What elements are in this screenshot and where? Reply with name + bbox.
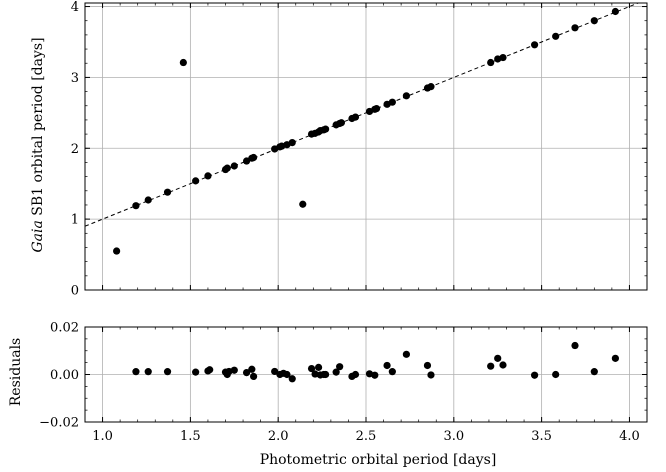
main-grid — [85, 3, 647, 291]
residuals-data-point — [427, 371, 435, 379]
main-y-axis-label-rest: SB1 orbital period [days] — [30, 37, 46, 220]
residuals-data-point — [271, 367, 279, 376]
main-data-point — [402, 92, 410, 100]
main-data-point — [531, 41, 539, 49]
main-data-point — [230, 162, 238, 170]
main-data-point — [242, 157, 251, 165]
main-data-points — [113, 7, 619, 255]
residuals-data-point — [144, 368, 152, 376]
main-data-point — [204, 172, 212, 180]
x-tick-label: 1.5 — [180, 429, 201, 444]
main-data-point — [427, 83, 435, 91]
main-data-point — [250, 153, 258, 162]
residuals-data-points — [132, 341, 619, 383]
residuals-data-point — [611, 354, 619, 362]
x-tick-label: 1.0 — [92, 429, 113, 444]
residuals-data-point — [388, 368, 396, 376]
residuals-y-tick-label: 0.00 — [50, 368, 79, 383]
residuals-data-point — [192, 368, 200, 376]
residuals-data-point — [250, 372, 258, 380]
residuals-data-point — [571, 341, 579, 350]
main-data-point — [337, 119, 346, 127]
x-tick-label: 3.5 — [531, 429, 552, 444]
x-axis-label: Photometric orbital period [days] — [260, 452, 497, 468]
residuals-data-point — [242, 369, 251, 377]
residuals-data-point — [383, 361, 391, 370]
residuals-data-point — [499, 361, 507, 369]
residuals-data-point — [590, 368, 598, 376]
residuals-data-point — [336, 363, 344, 371]
residuals-data-point — [314, 363, 323, 371]
main-data-point — [322, 125, 330, 133]
residuals-data-point — [132, 368, 140, 376]
main-y-tick-label: 4 — [71, 0, 79, 15]
residuals-data-point — [487, 362, 495, 370]
residuals-data-point — [163, 368, 172, 376]
main-data-point — [288, 139, 296, 147]
main-y-tick-label: 0 — [71, 284, 79, 299]
main-data-point — [163, 188, 172, 196]
main-data-point — [299, 200, 307, 208]
main-data-point — [487, 58, 495, 67]
main-data-point — [388, 98, 396, 106]
residuals-data-point — [423, 361, 432, 370]
residuals-data-point — [351, 370, 360, 379]
residuals-data-point — [230, 366, 238, 374]
residuals-data-point — [206, 366, 214, 374]
residuals-y-tick-label: 0.02 — [50, 321, 79, 336]
main-data-point — [132, 202, 140, 210]
residuals-data-point — [371, 371, 379, 379]
main-data-point — [144, 196, 152, 204]
residuals-ticks: 1.0 1.5 2.0 2.5 3.0 3.5 4.0 −0.02 0.00 0.02 — [39, 321, 647, 444]
residuals-data-point — [552, 370, 560, 379]
identity-reference-line — [84, 2, 639, 227]
main-data-point — [351, 113, 360, 121]
residuals-data-point — [332, 368, 340, 376]
residuals-data-point — [322, 370, 330, 379]
main-ticks: 0 1 2 3 4 — [71, 0, 647, 299]
residuals-data-point — [531, 371, 539, 379]
main-y-axis-label-italic: Gaia — [30, 220, 46, 252]
x-tick-label: 2.0 — [268, 429, 289, 444]
main-data-point — [179, 58, 187, 67]
main-data-point — [192, 177, 200, 185]
residuals-scatter-panel: 1.0 1.5 2.0 2.5 3.0 3.5 4.0 −0.02 0.00 0.02 Resid… — [8, 321, 648, 468]
residuals-data-point — [402, 350, 410, 358]
residuals-data-point — [307, 364, 316, 373]
residuals-data-point — [494, 354, 502, 362]
main-y-tick-label: 3 — [71, 71, 79, 86]
residuals-data-point — [248, 365, 256, 373]
main-data-point — [223, 164, 231, 172]
x-tick-label: 2.5 — [356, 429, 377, 444]
main-y-tick-label: 2 — [71, 142, 79, 157]
main-data-point — [552, 32, 560, 40]
main-y-tick-label: 1 — [71, 213, 79, 228]
main-scatter-panel: 0 1 2 3 4 Gaia SB1 orbital period [days] — [30, 0, 648, 299]
main-y-axis-label: Gaia SB1 orbital period [days] — [30, 37, 46, 252]
main-data-point — [372, 104, 381, 113]
residuals-y-axis-label: Residuals — [8, 338, 24, 406]
main-data-point — [113, 247, 121, 255]
main-data-point — [499, 53, 507, 62]
x-tick-label: 3.0 — [443, 429, 464, 444]
residuals-data-point — [288, 375, 296, 383]
residuals-data-point — [283, 370, 291, 379]
main-data-point — [590, 17, 598, 25]
residuals-y-tick-label: −0.02 — [39, 416, 79, 431]
main-data-point — [571, 24, 579, 32]
x-tick-label: 4.0 — [619, 429, 640, 444]
main-data-point — [611, 7, 619, 16]
